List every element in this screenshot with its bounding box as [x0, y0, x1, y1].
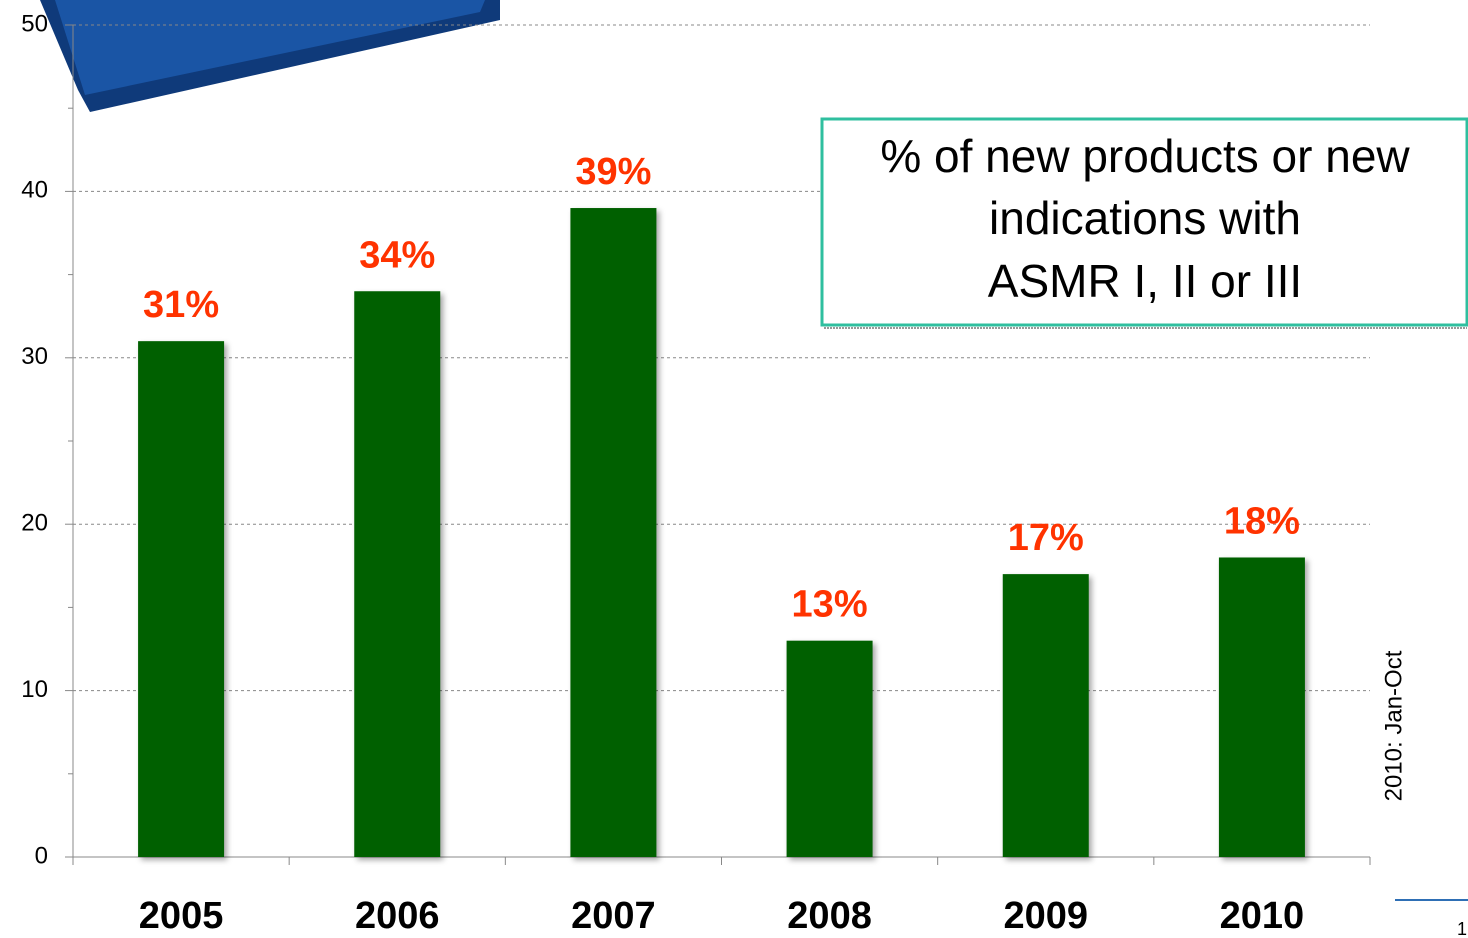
chart: 0 10 20 30 40 50 2005 31% 2006 34% 2007 39% 2008 13% 2…	[0, 0, 1468, 938]
annotation-line: ASMR I, II or III	[988, 255, 1302, 307]
side-note: 2010: Jan-Oct	[1380, 650, 1407, 801]
y-tick-label: 10	[21, 676, 48, 703]
x-tick-label: 2006	[355, 895, 440, 937]
x-tick-label: 2007	[571, 895, 656, 937]
y-tick-label: 50	[21, 10, 48, 37]
y-tick-label: 40	[21, 177, 48, 204]
value-label: 13%	[792, 584, 868, 626]
decoration	[40, 0, 500, 112]
value-label: 34%	[359, 234, 435, 276]
y-tick-label: 30	[21, 343, 48, 370]
page-number: 1	[1457, 919, 1467, 938]
bar	[570, 208, 656, 857]
bar	[1003, 574, 1089, 857]
x-tick-label: 2008	[787, 895, 872, 937]
x-tick-label: 2009	[1003, 895, 1088, 937]
value-label: 39%	[575, 151, 651, 193]
value-label: 18%	[1224, 501, 1300, 543]
y-tick-label: 0	[35, 842, 48, 869]
x-tick-label: 2010	[1220, 895, 1305, 937]
bar	[138, 341, 224, 857]
y-tick-label: 20	[21, 510, 48, 537]
x-tick-label: 2005	[139, 895, 224, 937]
value-label: 31%	[143, 284, 219, 326]
bar	[1219, 557, 1305, 857]
bar	[787, 641, 873, 857]
annotation-line: % of new products or new	[880, 130, 1410, 182]
annotation-line: indications with	[989, 192, 1301, 244]
value-label: 17%	[1008, 517, 1084, 559]
bar	[354, 291, 440, 857]
